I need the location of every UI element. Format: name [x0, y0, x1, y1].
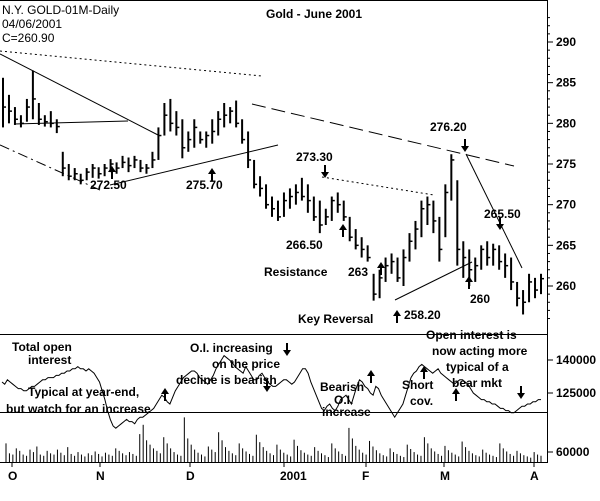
price-tick-label: 290: [556, 35, 576, 49]
price-tick-label: 265: [556, 238, 576, 252]
up-arrow-head: [108, 166, 116, 172]
up-arrow-head: [465, 276, 473, 282]
oi-acting-note-3: typical of a: [446, 360, 509, 374]
up-arrow-head: [393, 310, 401, 316]
downtrend-line-right: [465, 153, 523, 269]
volume-axis: 60000: [547, 445, 590, 459]
down-arrow-head: [517, 393, 525, 399]
up-arrow-head: [367, 370, 375, 376]
trendlines: [0, 50, 523, 301]
bearish-oi-note-3: increase: [322, 405, 371, 419]
price-label-260: 260: [470, 292, 490, 306]
oi-increasing-note-3: decline is bearish: [176, 373, 277, 387]
year-end-note-2: but watch for an increase: [6, 402, 151, 416]
up-arrow-head: [161, 388, 169, 394]
up-arrow-head: [452, 388, 460, 394]
oi-increasing-note-1: O.I. increasing: [190, 341, 273, 355]
bearish-oi-note-2: O.I.: [334, 393, 353, 407]
short-cov-note-2: cov.: [410, 394, 433, 408]
volume-bars: [5, 417, 542, 462]
price-tick-label: 275: [556, 157, 576, 171]
date-axis: O N D 2001 F M A: [8, 462, 539, 483]
down-arrow-head: [283, 350, 291, 356]
oi-tick-label: 140000: [556, 353, 596, 367]
dotted-resistance-top: [0, 50, 263, 77]
oi-acting-note-2: now acting more: [432, 344, 528, 358]
total-oi-note-1: Total open: [12, 340, 72, 354]
bearish-oi-note-1: Bearish: [320, 380, 364, 394]
year-end-note-1: Typical at year-end,: [28, 385, 139, 399]
price-label-275-70: 275.70: [186, 178, 223, 192]
volume-tick-label: 60000: [556, 445, 590, 459]
oi-increasing-note-2: on the price: [212, 357, 280, 371]
date-tick-label: N: [96, 469, 105, 483]
dotted-resistance-mid: [321, 176, 435, 196]
price-bars: [2, 70, 544, 315]
price-label-258-20: 258.20: [404, 308, 441, 322]
support-rising-line: [394, 261, 473, 301]
up-arrow-head: [377, 262, 385, 268]
up-arrow-head: [339, 224, 347, 230]
oi-acting-note-1: Open interest is: [426, 328, 517, 342]
price-label-263: 263: [348, 265, 368, 279]
dashdot-support-left: [0, 144, 101, 191]
open-interest-line: [1, 354, 541, 429]
price-label-265-50: 265.50: [484, 207, 521, 221]
oi-acting-note-4: bear mkt: [452, 376, 502, 390]
date-tick-label: O: [8, 469, 17, 483]
down-arrow-head: [263, 386, 271, 392]
arrows: [108, 139, 525, 401]
price-label-273-30: 273.30: [296, 150, 333, 164]
up-arrow-head: [420, 366, 428, 372]
date-tick-label: A: [530, 469, 539, 483]
up-arrow-head: [208, 168, 216, 174]
price-tick-label: 260: [556, 279, 576, 293]
long-dashed-resistance: [251, 103, 515, 167]
down-arrow-head: [461, 146, 469, 152]
chart-title: Gold - June 2001: [266, 7, 362, 21]
date-label: 04/06/2001: [2, 17, 62, 31]
annotations: Resistance Key Reversal Total open inter…: [6, 265, 528, 419]
price-axis: 290 285 280 275 270 265 260: [547, 17, 576, 320]
resistance-note: Resistance: [264, 265, 328, 279]
date-tick-label: D: [186, 469, 195, 483]
symbol-label: N.Y. GOLD-01M-Daily: [2, 3, 119, 17]
date-tick-label: M: [440, 469, 450, 483]
down-arrow-head: [321, 172, 329, 178]
date-tick-label: F: [362, 469, 369, 483]
total-oi-note-2: interest: [28, 353, 71, 367]
price-label-266-50: 266.50: [286, 238, 323, 252]
flat-line-left: [13, 120, 129, 125]
down-arrow-head: [496, 224, 504, 230]
uptrend-support-line: [109, 144, 279, 186]
price-tick-label: 285: [556, 76, 576, 90]
price-tick-label: 270: [556, 198, 576, 212]
close-label: C=260.90: [2, 31, 55, 45]
price-labels: 272.50 275.70 273.30 266.50 263 258.20 2…: [90, 120, 521, 322]
oi-tick-label: 125000: [556, 386, 596, 400]
short-cov-note-1: Short: [402, 378, 433, 392]
price-label-276-20: 276.20: [430, 120, 467, 134]
panel-frame: [0, 0, 548, 463]
date-tick-label: 2001: [280, 469, 307, 483]
key-reversal-note: Key Reversal: [298, 312, 373, 326]
downtrend-line-left: [0, 53, 159, 136]
price-label-272-50: 272.50: [90, 178, 127, 192]
price-tick-label: 280: [556, 116, 576, 130]
open-interest-axis: 140000 125000: [547, 353, 596, 400]
